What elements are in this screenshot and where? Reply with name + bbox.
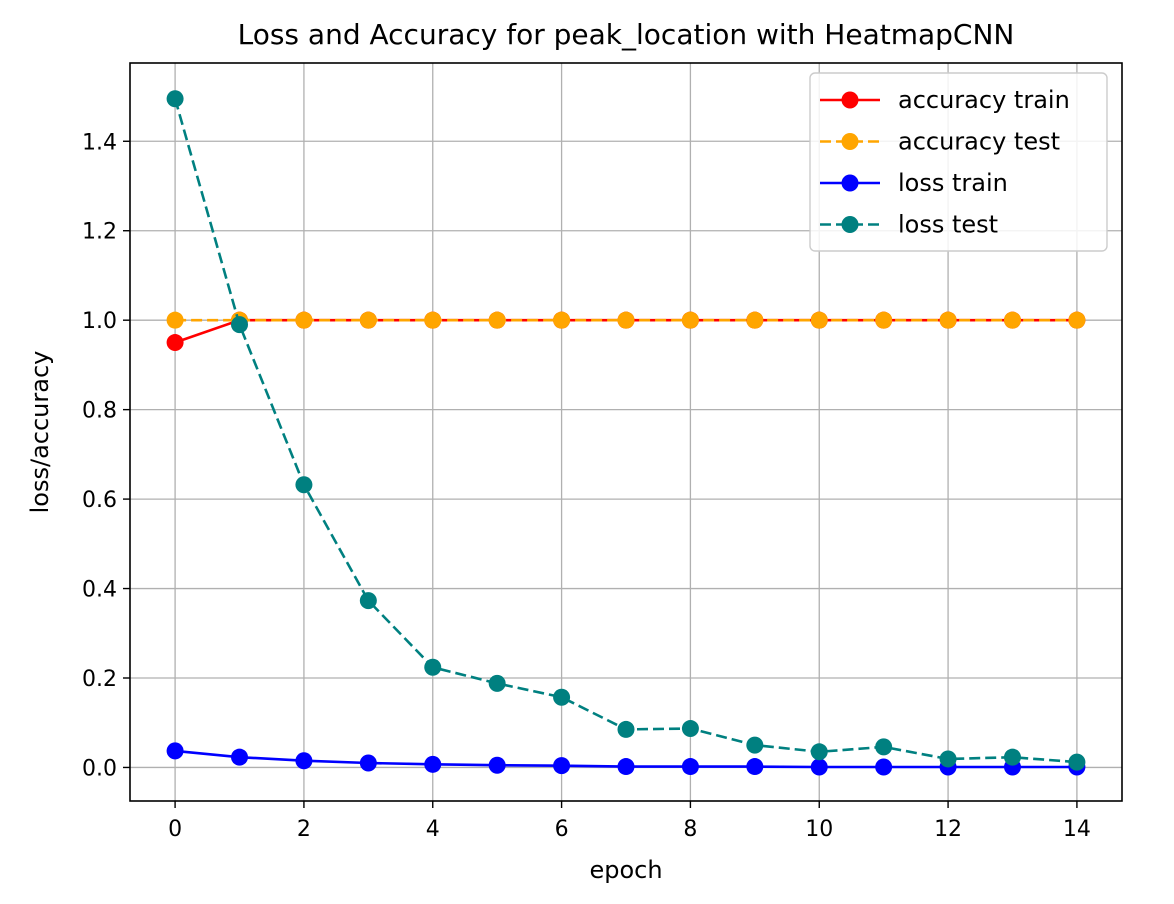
y-tick-label: 0.2 [82,667,117,692]
x-tick-label: 10 [805,817,833,842]
y-tick-label: 1.2 [82,220,117,245]
data-point [359,311,377,329]
y-tick-label: 0.4 [82,578,117,603]
data-point [424,755,442,773]
x-tick-label: 6 [555,817,569,842]
data-point [617,758,635,776]
legend-label: accuracy train [898,86,1070,114]
data-point [875,738,893,756]
data-point [359,592,377,610]
data-point [1068,753,1086,771]
legend-marker [841,91,859,109]
data-point [1003,311,1021,329]
data-point [553,688,571,706]
data-point [681,720,699,738]
data-point [875,311,893,329]
y-tick-label: 0.6 [82,488,117,513]
x-tick-label: 4 [426,817,440,842]
data-point [295,476,313,494]
y-axis-label: loss/accuracy [26,351,54,514]
legend-box [809,72,1108,252]
legend-label: loss train [898,169,1008,197]
data-point [810,311,828,329]
data-point [553,757,571,775]
y-tick-label: 1.0 [82,309,117,334]
y-tick-label: 0.8 [82,399,117,424]
data-point [553,311,571,329]
data-point [746,736,764,754]
legend-label: accuracy test [898,128,1060,156]
data-point [617,311,635,329]
data-point [166,311,184,329]
data-point [424,658,442,676]
data-point [166,742,184,760]
legend: accuracy train accuracy test loss train los… [809,72,1108,252]
data-point [810,758,828,776]
x-axis-label: epoch [589,856,662,884]
data-point [939,750,957,768]
data-point [295,752,313,770]
x-tick-label: 12 [934,817,962,842]
data-point [231,748,249,766]
data-point [166,334,184,352]
data-point [295,311,313,329]
legend-marker [841,216,859,233]
x-tick-label: 0 [168,817,182,842]
x-tick-label: 2 [297,817,311,842]
y-tick-label: 0.0 [82,756,117,781]
data-point [488,756,506,774]
axis-ticks: 0 2 4 6 8 10 12 14 0.0 0.2 0.4 0.6 0.8 1.0 1.2 1.4 [82,130,1091,842]
data-point [424,311,442,329]
data-point [681,758,699,776]
data-point [1068,311,1086,329]
data-point [488,311,506,329]
data-point [681,311,699,329]
data-point [166,90,184,108]
data-point [617,720,635,738]
x-tick-label: 14 [1063,817,1091,842]
legend-marker [841,174,859,192]
data-point [875,758,893,776]
data-point [1003,748,1021,766]
y-tick-label: 1.4 [82,130,117,155]
legend-label: loss test [898,211,998,239]
data-point [488,674,506,692]
x-tick-label: 8 [683,817,697,842]
chart-title: Loss and Accuracy for peak_location with… [238,18,1015,51]
legend-marker [841,133,859,150]
data-point [939,311,957,329]
data-point [810,743,828,761]
data-point [359,754,377,772]
plot-frame [129,62,1123,802]
data-point [746,311,764,329]
series-group [166,90,1086,776]
data-point [231,316,249,334]
data-point [746,758,764,776]
